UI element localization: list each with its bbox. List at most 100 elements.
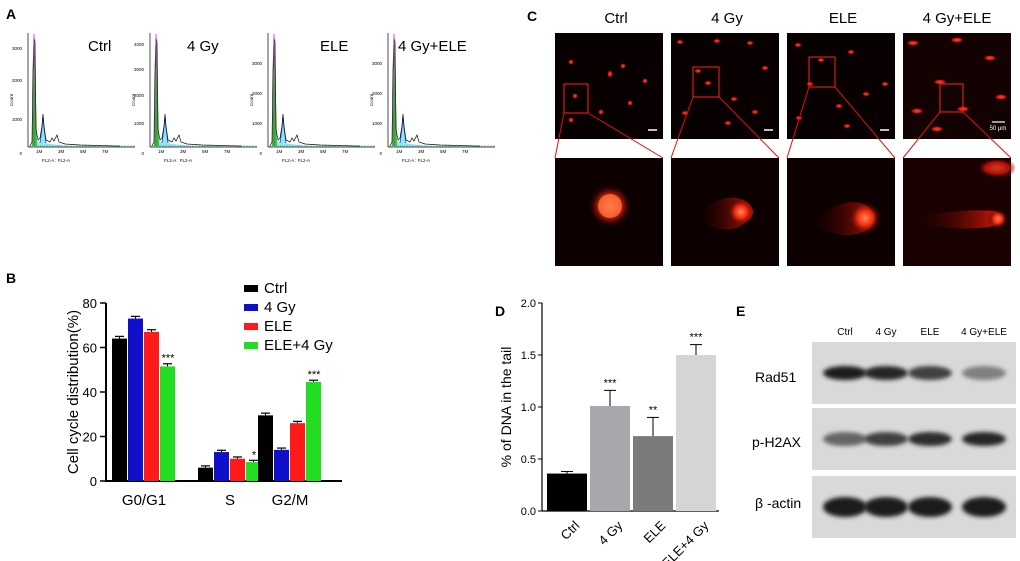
x-axis-label: FL2-A : FL2-A: [282, 158, 310, 163]
blot-band: [962, 432, 1006, 446]
y-tick-label: 2.0: [521, 298, 536, 310]
y-tick-label: 0: [259, 151, 262, 156]
bar: [144, 331, 159, 481]
comet-label: Ctrl: [604, 10, 627, 27]
comet-zoom-ele: [787, 158, 895, 266]
x-tick-label: 3M: [180, 149, 187, 154]
y-tick-label: 0.5: [521, 454, 536, 466]
y-tick-label: 1000: [372, 121, 383, 126]
legend-label: 4 Gy: [264, 299, 296, 316]
flow-cytometry-panel: Ctrl 3000 2000 1000 0 Count 1M 3M 5M 7M …: [9, 32, 496, 163]
y-tick-label: 40: [83, 385, 97, 400]
y-tick-label: 0: [141, 151, 144, 156]
legend-swatch: [244, 323, 258, 330]
x-axis-label: FL2-A : FL2-A: [42, 158, 70, 163]
lane-label: 4 Gy+ELE: [961, 327, 1007, 338]
chart-axes: 0.0 0.5 1.0 1.5 2.0 % of DNA in the tail: [498, 298, 719, 518]
category-label: G2/M: [272, 492, 309, 509]
x-axis-label: FL2-A : FL2-A: [402, 158, 430, 163]
blot-band: [908, 432, 952, 446]
y-tick-label: 60: [83, 341, 97, 356]
histogram-ele: ELE 3000 2000 1000 0 Count 1M 3M 5M 7M F…: [249, 32, 376, 163]
x-tick-label: 5M: [320, 149, 327, 154]
bar: [547, 473, 587, 511]
blot-band: [864, 497, 908, 517]
x-tick-label: 3M: [298, 149, 305, 154]
significance-marker: *: [252, 449, 257, 461]
histogram-title: 4 Gy: [187, 38, 219, 55]
blot-band: [962, 497, 1006, 517]
histogram-4gy: 4 Gy 4000 3000 2000 1000 0 Count 1M 3M 5…: [131, 32, 258, 163]
y-tick-label: 1.0: [521, 402, 536, 414]
category-label: 4 Gy: [595, 518, 625, 548]
comet-overview-4gy-ele: 50 μm: [903, 33, 1011, 139]
x-tick-label: 5M: [202, 149, 209, 154]
lane-label: 4 Gy: [875, 327, 896, 338]
panel-letter-a: A: [6, 6, 17, 22]
legend-label: Ctrl: [264, 280, 287, 297]
y-tick-label: 0: [379, 151, 382, 156]
y-tick-label: 1000: [252, 121, 263, 126]
legend-swatch: [244, 304, 258, 311]
y-axis-title: Cell cycle distribution(%): [65, 310, 82, 474]
significance-marker: ***: [604, 377, 618, 389]
x-tick-label: 7M: [342, 149, 349, 154]
bar: [290, 423, 305, 481]
y-tick-label: 2000: [372, 91, 383, 96]
comet-overview-4gy: [671, 33, 779, 139]
bar: [160, 366, 175, 481]
protein-label: β -actin: [755, 495, 801, 511]
blot-band: [908, 366, 952, 380]
y-axis-label: Count: [369, 93, 374, 106]
panel-letter-d: D: [495, 303, 506, 319]
y-tick-label: 0: [19, 151, 22, 156]
blot-band: [908, 497, 952, 517]
y-tick-label: 2000: [134, 93, 145, 98]
histogram-ctrl: Ctrl 3000 2000 1000 0 Count 1M 3M 5M 7M …: [9, 32, 136, 163]
y-axis-title: % of DNA in the tail: [498, 347, 514, 468]
panel-letter-c: C: [527, 8, 538, 24]
y-tick-label: 20: [83, 430, 97, 445]
panel-letter-e: E: [736, 303, 746, 319]
zoom-connectors: [554, 86, 1012, 159]
y-tick-label: 3000: [252, 61, 263, 66]
legend-label: ELE: [264, 318, 292, 335]
significance-marker: ***: [308, 369, 322, 381]
y-tick-label: 2000: [12, 78, 23, 83]
y-tick-label: 0.0: [521, 506, 536, 518]
bar: [128, 318, 143, 481]
bar: [246, 462, 261, 481]
y-tick-label: 1000: [134, 121, 145, 126]
bar: [112, 338, 127, 481]
category-label: S: [225, 492, 235, 509]
category-label: G0/G1: [122, 492, 166, 509]
blot-band: [823, 432, 867, 446]
panel-letter-b: B: [6, 270, 17, 286]
lane-label: ELE: [921, 327, 940, 338]
blot-band: [864, 366, 908, 380]
x-tick-label: 3M: [418, 149, 425, 154]
bar: [230, 458, 245, 481]
chart-bars: [112, 315, 321, 481]
blot-band: [823, 497, 867, 517]
y-axis-label: Count: [131, 93, 136, 106]
bar: [214, 452, 229, 481]
x-tick-label: 1M: [36, 149, 43, 154]
significance-marker: ***: [162, 353, 176, 365]
x-tick-label: 5M: [440, 149, 447, 154]
histogram-title: Ctrl: [88, 38, 111, 55]
chart-labels: *** G0/G1 * S *** G2/M: [122, 353, 321, 509]
x-tick-label: 1M: [276, 149, 283, 154]
comet-label: 4 Gy: [711, 10, 743, 27]
bar: [274, 449, 289, 481]
y-tick-label: 3000: [372, 61, 383, 66]
y-tick-label: 80: [83, 296, 97, 311]
y-tick-label: 3000: [134, 67, 145, 72]
comet-label: 4 Gy+ELE: [923, 10, 992, 27]
blot-band: [962, 366, 1006, 380]
x-tick-label: 1M: [396, 149, 403, 154]
x-tick-label: 3M: [58, 149, 65, 154]
significance-marker: **: [649, 404, 658, 416]
y-axis-label: Count: [249, 93, 254, 106]
